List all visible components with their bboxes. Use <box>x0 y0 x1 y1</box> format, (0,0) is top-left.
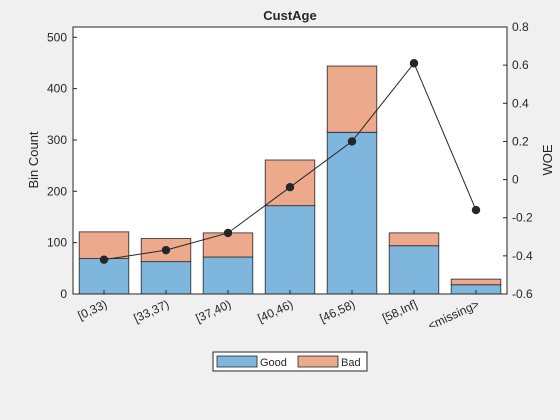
right-tick-label-5: 0.4 <box>512 96 529 110</box>
bar-good-1 <box>140 261 192 295</box>
y2-axis-label: WOE <box>540 144 555 175</box>
legend-swatch-bad <box>297 355 339 368</box>
woe-point-3 <box>285 183 295 192</box>
right-tick-label-0: -0.6 <box>512 287 533 301</box>
woe-point-2 <box>223 228 233 238</box>
bar-bad-3 <box>264 159 316 207</box>
legend-label-bad: Bad <box>341 357 361 369</box>
left-axis: 0 100 200 300 400 500 <box>47 30 77 301</box>
right-tick-label-1: -0.4 <box>512 249 533 263</box>
bar-bad-5 <box>388 232 440 247</box>
bar-good-2 <box>202 256 254 295</box>
bar-good-4 <box>326 131 378 295</box>
right-tick-label-6: 0.6 <box>512 58 529 72</box>
legend-label-good: Good <box>260 357 287 369</box>
chart-title: CustAge <box>263 8 316 23</box>
woe-point-5 <box>409 59 419 68</box>
right-tick-label-4: 0.2 <box>512 134 529 148</box>
left-tick-label-400: 400 <box>47 82 67 96</box>
left-tick-label-300: 300 <box>47 133 67 147</box>
left-tick-label-0: 0 <box>60 287 67 301</box>
left-tick-label-200: 200 <box>47 184 67 198</box>
woe-point-0 <box>99 255 109 264</box>
right-tick-label-2: -0.2 <box>512 211 533 225</box>
bar-bad-4 <box>326 65 378 133</box>
bars-layer <box>78 65 502 295</box>
bar-good-3 <box>264 205 316 295</box>
legend-swatch-good <box>216 355 258 368</box>
legend: Good Bad <box>212 351 368 372</box>
bar-bad-6 <box>450 278 502 286</box>
woe-point-4 <box>347 137 357 146</box>
right-axis: -0.6 -0.4 -0.2 0 0.2 0.4 0.6 0.8 <box>503 20 533 301</box>
left-tick-label-500: 500 <box>47 30 67 44</box>
right-tick-label-3: 0 <box>512 173 519 187</box>
bar-good-5 <box>388 245 440 295</box>
woe-layer <box>99 59 481 264</box>
woe-point-1 <box>161 245 171 255</box>
woe-point-6 <box>471 205 481 215</box>
y-axis-label: Bin Count <box>26 131 41 188</box>
right-tick-label-7: 0.8 <box>512 20 529 34</box>
bar-good-0 <box>78 258 130 295</box>
bar-bad-0 <box>78 231 130 259</box>
left-tick-label-100: 100 <box>47 236 67 250</box>
